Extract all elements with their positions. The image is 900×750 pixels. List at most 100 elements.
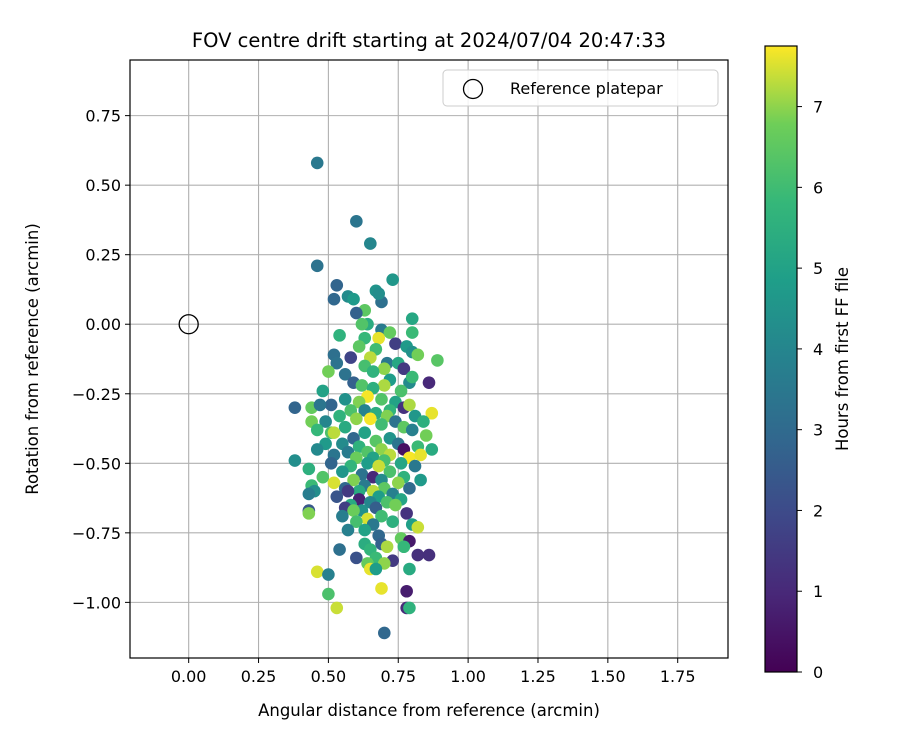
reference-marker-group (178, 314, 199, 335)
data-point (386, 273, 399, 287)
data-point (375, 418, 388, 431)
data-point (330, 490, 344, 503)
x-tick-label: 1.25 (520, 667, 556, 686)
data-point (411, 520, 425, 534)
data-point (389, 498, 402, 512)
data-point (386, 515, 399, 529)
data-point (347, 504, 360, 517)
data-point (397, 540, 411, 554)
colorbar-ticks: 0 1 2 3 4 5 6 7 (797, 98, 823, 682)
data-point (375, 582, 388, 595)
data-point (302, 507, 316, 520)
x-tick-label: 1.50 (590, 667, 626, 686)
data-point (405, 312, 419, 325)
y-tick-label: 0.25 (85, 246, 121, 265)
chart-title: FOV centre drift starting at 2024/07/04 … (192, 29, 666, 52)
data-point (414, 473, 427, 487)
data-point (391, 476, 405, 490)
data-point (330, 356, 344, 370)
data-point (350, 306, 363, 320)
data-point (411, 348, 425, 362)
data-point (338, 420, 352, 434)
data-point (338, 367, 352, 381)
legend-label: Reference platepar (510, 79, 663, 98)
data-point (336, 465, 349, 478)
data-point (383, 465, 397, 478)
y-tick-label: −0.75 (72, 524, 121, 543)
data-point (302, 462, 316, 476)
data-point (310, 156, 324, 170)
colorbar (764, 45, 798, 673)
data-point (377, 626, 391, 640)
data-point (408, 459, 422, 473)
data-point (319, 415, 332, 428)
data-point (316, 470, 330, 484)
data-point (341, 484, 355, 498)
colorbar-fill (764, 45, 798, 673)
data-point (310, 565, 324, 579)
x-tick-label: 0.50 (311, 667, 347, 686)
data-point (375, 509, 388, 523)
data-point (330, 601, 344, 615)
colorbar-tick-label: 3 (813, 421, 823, 440)
colorbar-title: Hours from first FF file (833, 267, 852, 451)
data-point (288, 401, 302, 414)
y-tick-label: 0.75 (85, 107, 121, 126)
data-point (333, 409, 346, 423)
data-point (377, 362, 391, 376)
data-point (327, 292, 341, 306)
data-point (324, 457, 338, 470)
data-point (366, 365, 380, 378)
y-tick-label: −1.00 (72, 593, 121, 612)
x-tick-label: 0.25 (241, 667, 277, 686)
data-point (355, 379, 369, 392)
data-point (344, 351, 358, 364)
data-point (417, 415, 430, 428)
data-point (405, 326, 419, 339)
data-point (372, 287, 386, 300)
grid (130, 60, 728, 658)
data-point (316, 384, 330, 398)
data-point (411, 548, 425, 562)
data-point (364, 237, 377, 250)
data-point (327, 426, 341, 440)
data-point (358, 426, 372, 440)
data-point (352, 340, 366, 353)
x-axis: 0.00 0.25 0.50 0.75 1.00 1.25 1.50 1.75 (171, 658, 696, 686)
data-point (350, 215, 363, 228)
data-point (310, 443, 324, 456)
data-point (405, 370, 419, 384)
data-point (288, 454, 302, 467)
data-point (403, 562, 416, 576)
colorbar-tick-label: 0 (813, 663, 823, 682)
x-tick-label: 1.00 (450, 667, 486, 686)
data-points (288, 156, 444, 640)
data-point (431, 354, 444, 367)
data-point (313, 398, 327, 412)
x-tick-label: 1.75 (660, 667, 696, 686)
data-point (330, 278, 344, 292)
data-point (333, 329, 346, 342)
data-point (422, 548, 436, 562)
data-point (397, 362, 411, 376)
legend-box (442, 69, 719, 107)
data-point (310, 259, 324, 273)
data-point (302, 487, 316, 501)
data-point (425, 443, 439, 456)
x-tick-label: 0.75 (380, 667, 416, 686)
colorbar-tick-label: 4 (813, 340, 823, 359)
data-point (361, 457, 374, 470)
data-point (372, 459, 386, 473)
data-point (405, 423, 419, 437)
data-point (347, 292, 360, 306)
data-point (358, 523, 372, 537)
data-point (377, 379, 391, 392)
x-axis-title: Angular distance from reference (arcmin) (258, 701, 600, 720)
data-point (372, 331, 386, 345)
data-point (403, 482, 416, 495)
data-point (355, 317, 369, 331)
legend-marker-open-circle (462, 78, 484, 100)
data-point (403, 398, 416, 412)
data-point (414, 448, 427, 462)
